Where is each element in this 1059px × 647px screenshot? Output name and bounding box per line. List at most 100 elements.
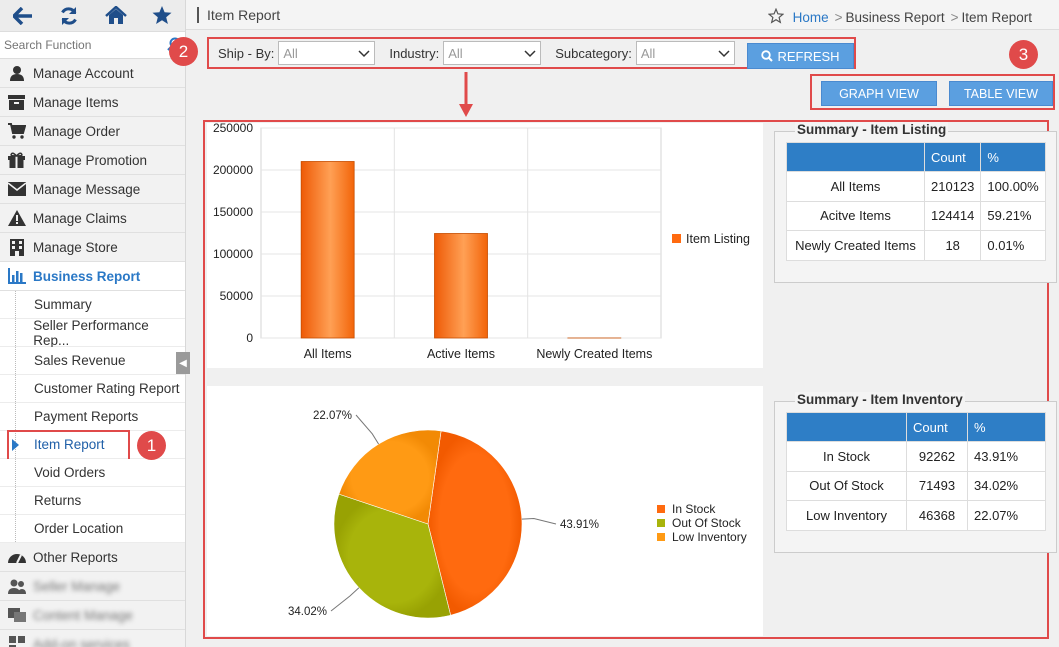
building-icon bbox=[0, 238, 33, 256]
search-input[interactable] bbox=[0, 32, 185, 58]
page-title: Item Report bbox=[207, 6, 281, 23]
table-row: Out Of Stock 71493 34.02% bbox=[786, 470, 1046, 501]
sidebar-item-addon-services[interactable]: Add-on services bbox=[0, 630, 185, 647]
sidebar-item-label: Manage Account bbox=[33, 65, 134, 81]
header-divider bbox=[197, 6, 199, 23]
item-listing-summary-title: Summary - Item Listing bbox=[795, 122, 949, 137]
addon-icon bbox=[0, 636, 33, 647]
breadcrumb: Home > Business Report > Item Report bbox=[767, 7, 1032, 27]
refresh-icon[interactable] bbox=[46, 6, 92, 26]
legend-label: In Stock bbox=[672, 502, 716, 516]
dashboard-icon bbox=[0, 550, 33, 564]
sidebar-item-manage-order[interactable]: Manage Order bbox=[0, 117, 185, 146]
sidebar-item-manage-account[interactable]: Manage Account bbox=[0, 59, 185, 88]
star-icon[interactable] bbox=[139, 6, 185, 25]
sidebar-item-label: Manage Message bbox=[33, 181, 141, 197]
item-inventory-chart-panel: 43.91% In Stock 34.02% Out Of Stock 22.07% Lo… bbox=[207, 386, 763, 636]
sidebar-subitem-returns[interactable]: Returns bbox=[0, 487, 185, 515]
home-icon[interactable] bbox=[93, 6, 139, 25]
annotation-badge-3: 3 bbox=[1009, 40, 1038, 69]
bar bbox=[300, 161, 355, 339]
search-icon bbox=[761, 50, 774, 62]
y-tick-label: 100000 bbox=[213, 247, 253, 261]
sidebar-subitem-summary[interactable]: Summary bbox=[0, 291, 185, 319]
graph-view-button[interactable]: GRAPH VIEW bbox=[821, 81, 937, 106]
table-row: Acitve Items 124414 59.21% bbox=[786, 200, 1046, 231]
sidebar-item-label: Manage Store bbox=[33, 239, 118, 255]
subcategory-label: Subcategory: bbox=[555, 45, 632, 61]
industry-select[interactable]: All bbox=[443, 41, 542, 65]
table-cell: Acitve Items bbox=[786, 200, 925, 231]
table-header bbox=[786, 142, 925, 172]
cart-icon bbox=[0, 123, 33, 139]
sidebar-subitem-label: Payment Reports bbox=[34, 409, 139, 424]
tree-line bbox=[15, 347, 49, 374]
table-view-button[interactable]: TABLE VIEW bbox=[949, 81, 1053, 106]
sidebar-item-label: Other Reports bbox=[33, 549, 118, 565]
item-listing-bar-chart: 0 50000 100000 150000 200000 250000 All Items A… bbox=[213, 121, 750, 361]
content-icon bbox=[0, 608, 33, 622]
item-inventory-table: Count % In Stock 92262 43.91% Out Of Sto… bbox=[786, 412, 1046, 531]
breadcrumb-home-link[interactable]: Home bbox=[792, 10, 829, 25]
sidebar-item-manage-message[interactable]: Manage Message bbox=[0, 175, 185, 204]
table-cell: 100.00% bbox=[980, 171, 1046, 202]
sidebar-item-seller-manage[interactable]: Seller Manage bbox=[0, 572, 185, 601]
sidebar-item-manage-items[interactable]: Manage Items bbox=[0, 88, 185, 117]
subcategory-select[interactable]: All bbox=[635, 41, 735, 65]
table-row: Low Inventory 46368 22.07% bbox=[786, 500, 1046, 531]
refresh-label: REFRESH bbox=[777, 48, 840, 64]
sidebar-item-label: Manage Promotion bbox=[33, 152, 148, 168]
refresh-button[interactable]: REFRESH bbox=[747, 43, 854, 69]
table-cell: 43.91% bbox=[967, 441, 1046, 472]
sidebar-subitem-seller-performance[interactable]: Seller Performance Rep... bbox=[0, 317, 185, 348]
sidebar-item-manage-store[interactable]: Manage Store bbox=[0, 233, 185, 262]
chevron-down-icon bbox=[358, 46, 370, 61]
table-header: Count bbox=[906, 412, 968, 442]
item-inventory-summary-title: Summary - Item Inventory bbox=[795, 392, 965, 407]
y-tick-label: 150000 bbox=[213, 205, 253, 219]
sidebar-subitem-order-location[interactable]: Order Location bbox=[0, 515, 185, 543]
chevron-down-icon bbox=[718, 46, 730, 61]
sidebar-subitem-sales-revenue[interactable]: Sales Revenue bbox=[0, 347, 185, 375]
favorite-star-icon[interactable] bbox=[767, 7, 785, 27]
table-cell: All Items bbox=[786, 171, 925, 202]
table-cell: 34.02% bbox=[967, 470, 1046, 501]
tree-line bbox=[15, 403, 49, 430]
breadcrumb-separator: > bbox=[834, 10, 843, 25]
ship-by-value: All bbox=[283, 45, 298, 61]
pie-leader-line bbox=[355, 414, 379, 445]
legend-swatch bbox=[657, 533, 665, 541]
ship-by-select[interactable]: All bbox=[278, 41, 376, 65]
annotation-badge-2: 2 bbox=[169, 37, 198, 66]
pie-slice bbox=[338, 429, 442, 525]
sidebar-subitem-customer-rating[interactable]: Customer Rating Report bbox=[0, 375, 185, 403]
sidebar-item-manage-claims[interactable]: Manage Claims bbox=[0, 204, 185, 233]
table-cell: Low Inventory bbox=[786, 500, 907, 531]
table-cell: In Stock bbox=[786, 441, 907, 472]
sidebar-item-label: Manage Claims bbox=[33, 210, 127, 226]
table-cell: 210123 bbox=[923, 171, 982, 202]
breadcrumb-item[interactable]: Business Report bbox=[845, 10, 945, 25]
tree-line bbox=[15, 375, 49, 402]
pie-slice bbox=[333, 493, 451, 619]
item-listing-summary: Summary - Item Listing Count % All Items… bbox=[774, 122, 1057, 283]
pie-value-label: 43.91% bbox=[560, 519, 599, 531]
sidebar-subitem-void-orders[interactable]: Void Orders bbox=[0, 459, 185, 487]
sidebar-item-business-report[interactable]: Business Report bbox=[0, 262, 185, 291]
sidebar-subitem-label: Seller Performance Rep... bbox=[33, 317, 149, 348]
breadcrumb-current: Item Report bbox=[961, 10, 1032, 25]
gift-icon bbox=[0, 152, 33, 168]
sidebar-item-content-manage[interactable]: Content Manage bbox=[0, 601, 185, 630]
y-tick-label: 50000 bbox=[220, 289, 254, 303]
sidebar-item-other-reports[interactable]: Other Reports bbox=[0, 543, 185, 572]
pie-value-label: 22.07% bbox=[313, 410, 352, 422]
collapse-sidebar-button[interactable]: ◀ bbox=[176, 352, 190, 374]
sidebar-subitem-payment-reports[interactable]: Payment Reports bbox=[0, 403, 185, 431]
legend-swatch bbox=[672, 234, 681, 243]
table-cell: 124414 bbox=[923, 200, 982, 231]
back-arrow-icon[interactable] bbox=[0, 6, 46, 25]
sidebar-item-manage-promotion[interactable]: Manage Promotion bbox=[0, 146, 185, 175]
item-inventory-pie-chart: 43.91% In Stock 34.02% Out Of Stock 22.07% Lo… bbox=[288, 410, 747, 619]
table-row: All Items 210123 100.00% bbox=[786, 171, 1046, 202]
table-header: % bbox=[967, 412, 1046, 442]
